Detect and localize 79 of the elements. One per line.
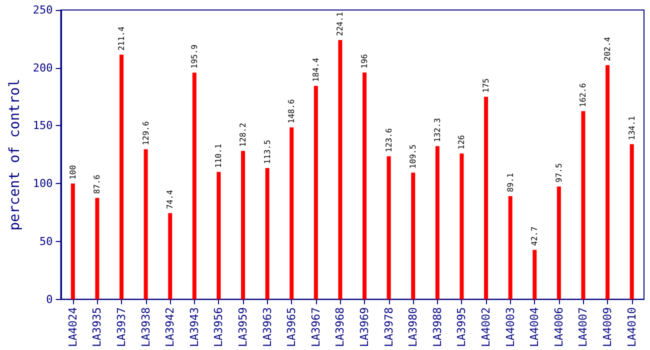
x-tick-label: LA4004 [528,306,542,348]
y-tick-label: 0 [46,292,53,306]
data-label: 110.1 [214,144,224,168]
data-label: 134.1 [627,116,636,140]
x-tick-label: LA3959 [236,307,250,348]
x-tick-label: LA3995 [455,307,468,348]
bar [144,149,148,300]
x-tick-label: LA4002 [480,307,493,348]
data-label: 175 [482,78,491,93]
data-label: 123.6 [384,128,394,152]
data-label: 87.6 [92,174,102,194]
bar [95,198,100,300]
bar [265,168,270,300]
bar [216,172,221,300]
data-label: 195.9 [190,44,199,69]
x-tick-label: LA3968 [334,307,347,348]
y-tick-label: 150 [32,119,53,132]
bar [241,150,246,300]
x-tick-label: LA3963 [260,307,274,348]
x-tick-label: LA3967 [309,307,322,348]
x-tick-label: LA3937 [115,307,128,348]
bar [556,186,561,300]
data-label: 184.4 [311,58,320,82]
x-tick-label: LA3978 [382,307,396,348]
x-tick-label: LA4006 [552,307,566,348]
y-axis-title: percent of control [7,78,23,230]
x-tick-label: LA4003 [504,307,517,348]
x-tick-label: LA4009 [601,307,614,348]
bar [532,250,537,300]
x-tick-label: LA3938 [139,307,152,348]
x-tick-label: LA4024 [66,306,80,348]
data-label: 89.1 [506,172,515,192]
x-tick-label: LA3935 [90,307,104,348]
x-tick-label: LA3965 [285,307,298,348]
x-tick-label: LA3942 [164,307,177,348]
data-label: 129.6 [141,121,150,146]
bar [338,40,342,300]
data-label: 148.6 [287,99,296,124]
y-tick-label: 100 [32,177,53,190]
bar [290,127,294,300]
data-label: 113.5 [262,140,272,164]
bar [120,54,124,300]
bar [460,153,464,300]
bar [70,184,75,300]
x-tick-label: LA3988 [430,307,444,348]
bar [606,65,610,300]
bar [435,146,440,300]
x-tick-label: LA3943 [188,307,201,348]
x-tick-label: LA4007 [576,307,590,348]
data-label: 224.1 [336,12,345,36]
bar [411,172,416,300]
bar [314,86,318,300]
bar [362,72,367,300]
data-label: 128.2 [238,122,248,147]
bar [168,213,172,300]
y-tick-label: 200 [32,61,53,74]
data-label: 97.5 [554,163,564,182]
data-label: 202.4 [603,36,612,62]
data-label: 211.4 [117,26,126,51]
bar [192,72,196,300]
data-label: 42.7 [530,226,540,246]
bar [630,144,634,300]
x-tick-label: LA4010 [625,307,638,348]
data-label: 74.4 [166,190,175,210]
x-tick-label: LA3980 [406,307,420,348]
data-label: 126 [457,134,466,150]
y-tick-label: 50 [40,234,53,248]
x-tick-label: LA3956 [212,307,226,348]
data-label: 100 [68,164,78,180]
data-label: 162.6 [578,82,588,108]
data-label: 196 [360,54,370,68]
data-label: 109.5 [408,144,418,169]
bar [484,96,488,300]
bar [508,196,512,300]
y-tick-label: 250 [32,4,53,16]
data-label: 132.3 [432,118,442,142]
x-tick-label: LA3969 [358,307,372,348]
bar [581,111,586,300]
bar [386,156,391,300]
